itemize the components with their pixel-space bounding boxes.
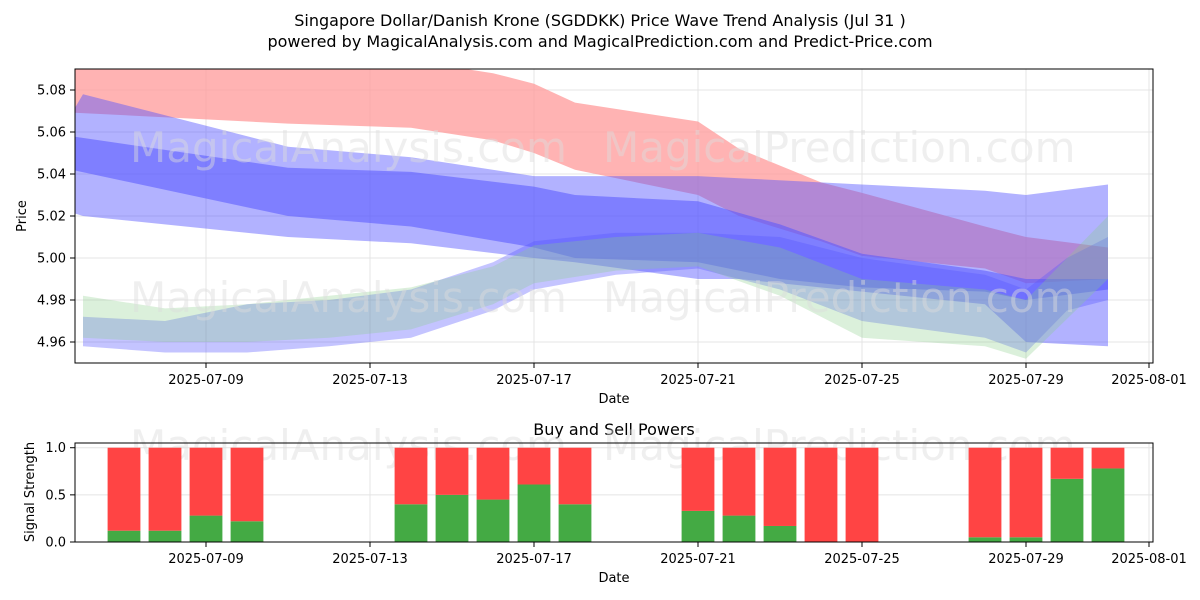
signal-x-tick-label: 2025-07-29	[988, 552, 1064, 567]
sell-bar	[558, 447, 592, 505]
sell-bar	[763, 447, 797, 526]
price-y-tick-label: 5.06	[37, 126, 66, 141]
signal-x-axis-label: Date	[598, 571, 629, 586]
sell-bar	[394, 447, 428, 505]
sell-bar	[968, 447, 1002, 538]
sell-bar	[1009, 447, 1043, 538]
price-y-tick-label: 5.02	[37, 210, 66, 225]
watermark-magical-analysis: MagicalAnalysis.com	[130, 123, 567, 172]
sell-bar	[804, 447, 838, 542]
sell-bar	[1091, 447, 1125, 469]
signal-x-tick-label: 2025-07-21	[660, 552, 736, 567]
buy-bar	[681, 510, 715, 542]
band-green-wave	[83, 216, 1108, 359]
signal-bars	[107, 447, 1125, 542]
price-x-axis-label: Date	[598, 392, 629, 407]
price-wave-bands	[75, 69, 1108, 359]
price-y-tick-label: 5.08	[37, 84, 66, 99]
price-x-tick-label: 2025-07-17	[496, 373, 572, 388]
price-y-tick-label: 4.96	[37, 336, 66, 351]
signal-y-tick-label: 0.5	[45, 488, 66, 503]
sell-bar	[148, 447, 182, 531]
chart-subtitle: powered by MagicalAnalysis.com and Magic…	[267, 32, 932, 51]
sell-bar	[722, 447, 756, 516]
buy-bar	[1091, 468, 1125, 542]
signal-x-tick-label: 2025-07-09	[168, 552, 244, 567]
buy-bar	[230, 521, 264, 542]
sell-bar	[845, 447, 879, 542]
buy-bar	[189, 515, 223, 542]
price-wave-panel: MagicalAnalysis.com MagicalPrediction.co…	[15, 68, 1187, 407]
price-x-tick-label: 2025-08-01	[1111, 373, 1187, 388]
signal-y-tick-label: 1.0	[45, 441, 66, 456]
buy-bar	[107, 530, 141, 542]
signal-y-ticks: 0.0 0.5 1.0	[45, 441, 75, 551]
buy-sell-panel: Buy and Sell Powers MagicalAnalysis.com …	[23, 420, 1187, 586]
signal-x-tick-label: 2025-07-25	[824, 552, 900, 567]
sell-bar	[517, 447, 551, 485]
buy-bar	[435, 494, 469, 542]
band-red-wave	[75, 69, 1108, 284]
band-blue-wave-lower	[83, 232, 1108, 353]
price-x-tick-label: 2025-07-29	[988, 373, 1064, 388]
price-y-tick-label: 5.00	[37, 252, 66, 267]
buy-bar	[148, 530, 182, 542]
sell-bar	[476, 447, 510, 500]
sell-bar	[1050, 447, 1084, 479]
signal-y-axis-label: Signal Strength	[23, 442, 38, 542]
price-x-tick-label: 2025-07-09	[168, 373, 244, 388]
buy-bar	[517, 484, 551, 542]
sell-bar	[230, 447, 264, 522]
watermark-magical-prediction: MagicalPrediction.com	[603, 421, 1076, 470]
sell-bar	[189, 447, 223, 516]
signal-x-tick-label: 2025-07-13	[332, 552, 408, 567]
buy-bar	[1050, 478, 1084, 542]
signal-x-tick-label: 2025-08-01	[1111, 552, 1187, 567]
sell-bar	[681, 447, 715, 511]
buy-bar	[558, 504, 592, 542]
signal-plot-frame	[74, 442, 1154, 543]
band-blue-wave-core	[75, 136, 1108, 300]
buy-bar	[722, 515, 756, 542]
watermark-magical-prediction: MagicalPrediction.com	[603, 123, 1076, 172]
price-y-axis-label: Price	[15, 200, 30, 232]
chart-title: Singapore Dollar/Danish Krone (SGDDKK) P…	[294, 11, 906, 30]
buy-bar	[394, 504, 428, 542]
watermark-magical-prediction: MagicalPrediction.com	[603, 273, 1076, 322]
price-x-tick-label: 2025-07-25	[824, 373, 900, 388]
signal-x-tick-label: 2025-07-17	[496, 552, 572, 567]
buy-bar	[968, 537, 1002, 542]
price-y-tick-label: 5.04	[37, 168, 66, 183]
buy-bar	[763, 525, 797, 542]
price-x-tick-label: 2025-07-21	[660, 373, 736, 388]
price-y-tick-label: 4.98	[37, 294, 66, 309]
sell-bar	[435, 447, 469, 495]
buy-bar	[476, 499, 510, 542]
signal-y-tick-label: 0.0	[45, 536, 66, 551]
price-x-ticks: 2025-07-09 2025-07-13 2025-07-17 2025-07-21…	[168, 363, 1187, 388]
price-x-tick-label: 2025-07-13	[332, 373, 408, 388]
signal-x-ticks: 2025-07-09 2025-07-13 2025-07-17 2025-07-21…	[168, 542, 1187, 567]
buy-sell-title: Buy and Sell Powers	[533, 420, 695, 439]
watermark-magical-analysis: MagicalAnalysis.com	[130, 273, 567, 322]
price-y-ticks: 4.96 4.98 5.00 5.02 5.04 5.06 5.08	[37, 84, 75, 351]
sell-bar	[107, 447, 141, 531]
buy-bar	[1009, 537, 1043, 542]
